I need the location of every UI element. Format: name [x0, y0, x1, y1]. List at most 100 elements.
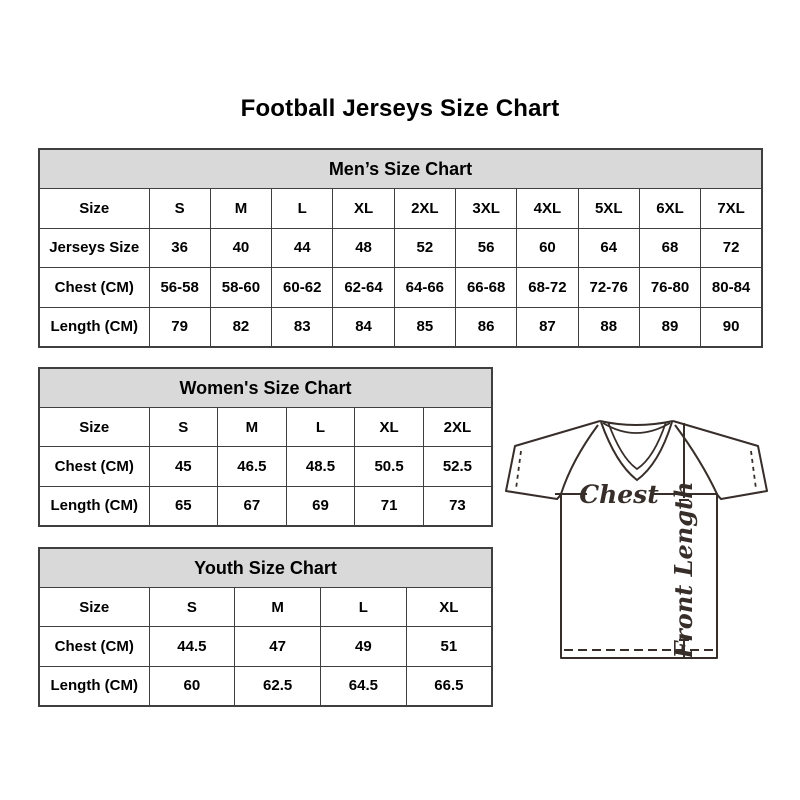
table-cell: 40	[209, 227, 273, 269]
right-sleeve-seam	[674, 424, 718, 495]
table-cell: 52.5	[422, 446, 493, 487]
table-header-row: Women's Size Chart	[38, 367, 493, 409]
table-header-row: Youth Size Chart	[38, 547, 493, 589]
table-cell: 48.5	[285, 446, 356, 487]
row-label: Size	[38, 407, 150, 448]
table-cell: 69	[285, 485, 356, 527]
table-cell: 72-76	[577, 267, 640, 308]
table-cell: 67	[217, 485, 287, 527]
left-cuff-dashed-line	[515, 450, 522, 490]
table-cell: 68	[638, 227, 702, 269]
table-cell: 82	[209, 306, 273, 348]
table-row: Size S M L XL 2XL	[38, 407, 493, 448]
table-cell: 73	[422, 485, 493, 527]
table-cell: XL	[332, 188, 395, 229]
table-cell: 2XL	[393, 188, 456, 229]
table-cell: 46.5	[217, 446, 287, 487]
table-cell: 80-84	[700, 267, 763, 308]
table-cell: 65	[148, 485, 219, 527]
youth-size-table: Youth Size Chart Size S M L XL Chest (CM) 44.5 4…	[38, 547, 493, 707]
table-row: Length (CM) 79 82 83 84 85 86 87 88 89 90	[38, 306, 763, 348]
table-row: Chest (CM) 56-58 58-60 60-62 62-64 64-66 66-68…	[38, 267, 763, 308]
table-cell: 50.5	[354, 446, 424, 487]
jersey-measurement-diagram: Chest Front Length	[505, 420, 768, 660]
table-cell: 3XL	[454, 188, 518, 229]
table-row: Jerseys Size 36 40 44 48 52 56 60 64 68 72	[38, 227, 763, 269]
table-cell: 89	[638, 306, 702, 348]
table-cell: L	[271, 188, 334, 229]
row-label: Jerseys Size	[38, 227, 150, 269]
table-cell: 83	[271, 306, 334, 348]
row-label: Length (CM)	[38, 306, 150, 348]
table-cell: 84	[332, 306, 395, 348]
table-cell: 36	[148, 227, 211, 269]
left-sleeve-seam	[560, 424, 599, 495]
table-cell: 49	[320, 626, 407, 667]
table-cell: 88	[577, 306, 640, 348]
collar-top-arc	[599, 420, 674, 426]
table-header-row: Men’s Size Chart	[38, 148, 763, 190]
table-row: Size S M L XL 2XL 3XL 4XL 5XL 6XL 7XL	[38, 188, 763, 229]
womens-size-table: Women's Size Chart Size S M L XL 2XL Chest (CM)…	[38, 367, 493, 527]
table-cell: L	[320, 587, 407, 628]
table-cell: 66.5	[405, 665, 493, 707]
table-row: Chest (CM) 44.5 47 49 51	[38, 626, 493, 667]
table-cell: 48	[332, 227, 395, 269]
row-label: Chest (CM)	[38, 626, 150, 667]
table-cell: M	[209, 188, 273, 229]
table-cell: L	[285, 407, 356, 448]
table-cell: 86	[454, 306, 518, 348]
table-cell: 66-68	[454, 267, 518, 308]
table-cell: 60	[516, 227, 579, 269]
table-cell: 52	[393, 227, 456, 269]
vneck-outer	[600, 421, 673, 482]
table-cell: 64.5	[320, 665, 407, 707]
table-cell: 62.5	[234, 665, 321, 707]
page-title: Football Jerseys Size Chart	[240, 95, 560, 122]
table-cell: 6XL	[638, 188, 702, 229]
table-cell: 64	[577, 227, 640, 269]
table-cell: 60-62	[271, 267, 334, 308]
table-header: Youth Size Chart	[38, 547, 493, 589]
row-label: Chest (CM)	[38, 446, 150, 487]
row-label: Size	[38, 587, 150, 628]
table-header: Women's Size Chart	[38, 367, 493, 409]
table-cell: 5XL	[577, 188, 640, 229]
row-label: Chest (CM)	[38, 267, 150, 308]
table-cell: 4XL	[516, 188, 579, 229]
table-header: Men’s Size Chart	[38, 148, 763, 190]
table-row: Chest (CM) 45 46.5 48.5 50.5 52.5	[38, 446, 493, 487]
table-row: Length (CM) 65 67 69 71 73	[38, 485, 493, 527]
table-cell: 58-60	[209, 267, 273, 308]
front-length-label: Front Length	[669, 481, 698, 659]
table-cell: 56	[454, 227, 518, 269]
mens-size-table: Men’s Size Chart Size S M L XL 2XL 3XL 4XL 5XL 6XL…	[38, 148, 763, 348]
table-cell: 44	[271, 227, 334, 269]
table-cell: S	[148, 188, 211, 229]
table-cell: 64-66	[393, 267, 456, 308]
table-cell: 68-72	[516, 267, 579, 308]
table-cell: 76-80	[638, 267, 702, 308]
chest-label: Chest	[579, 480, 659, 509]
table-cell: S	[148, 587, 236, 628]
table-cell: 71	[354, 485, 424, 527]
vneck-inner	[607, 421, 667, 471]
table-row: Size S M L XL	[38, 587, 493, 628]
table-cell: 79	[148, 306, 211, 348]
table-cell: 2XL	[422, 407, 493, 448]
table-cell: 90	[700, 306, 763, 348]
table-cell: 45	[148, 446, 219, 487]
table-cell: 7XL	[700, 188, 763, 229]
table-cell: 72	[700, 227, 763, 269]
table-cell: 47	[234, 626, 321, 667]
row-label: Size	[38, 188, 150, 229]
table-cell: 60	[148, 665, 236, 707]
table-cell: M	[234, 587, 321, 628]
row-label: Length (CM)	[38, 485, 150, 527]
table-cell: XL	[405, 587, 493, 628]
table-cell: 87	[516, 306, 579, 348]
table-cell: S	[148, 407, 219, 448]
table-cell: 62-64	[332, 267, 395, 308]
table-cell: 44.5	[148, 626, 236, 667]
